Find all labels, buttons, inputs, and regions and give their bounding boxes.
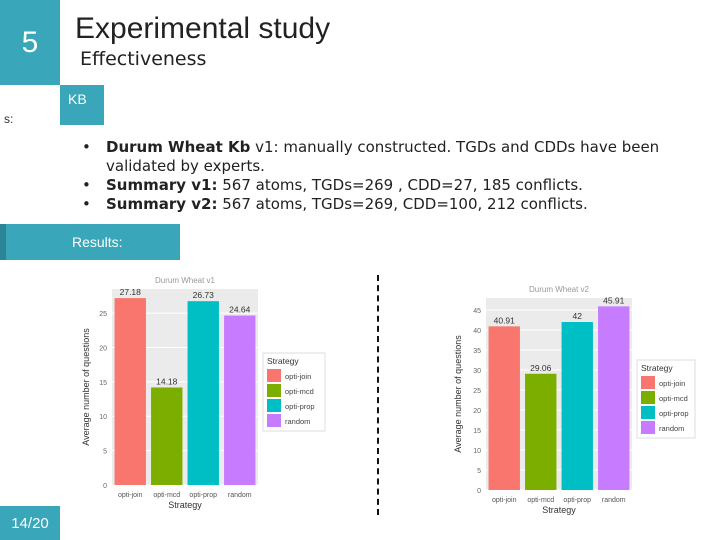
x-tick-label: opti-prop [563, 497, 591, 504]
bullet-text: 567 atoms, TGDs=269, CDD=100, 212 confli… [217, 195, 588, 213]
chart-durum-wheat-v1: 0 5 10 15 20 25 Durum Wheat v1 27.18 opti-join 14… [81, 276, 326, 510]
y-axis-label: Average number of questions [453, 335, 463, 453]
bar-value-label: 27.18 [120, 287, 142, 297]
legend-swatch [641, 376, 655, 389]
legend-label: random [285, 417, 310, 426]
legend-swatch [641, 421, 655, 434]
bar-value-label: 24.64 [229, 305, 251, 315]
bar-value-label: 40.91 [494, 315, 516, 325]
bar [561, 322, 593, 490]
slide-number-box: 5 [0, 0, 60, 85]
results-accent-bar [0, 224, 6, 260]
y-tick-label: 45 [473, 308, 481, 315]
legend-swatch [267, 369, 281, 382]
dashed-divider [377, 275, 379, 515]
y-tick-label: 15 [99, 380, 107, 387]
legend-swatch [641, 391, 655, 404]
x-tick-label: random [602, 497, 626, 504]
legend-label: opti-join [285, 372, 311, 381]
bullet-item: • Summary v2: 567 atoms, TGDs=269, CDD=10… [82, 195, 588, 213]
bullet-text: 567 atoms, TGDs=269 , CDD=27, 185 confli… [217, 176, 583, 194]
x-tick-label: opti-mcd [527, 497, 554, 504]
x-tick-label: opti-join [118, 492, 143, 499]
legend-title: Strategy [267, 356, 299, 366]
y-tick-label: 40 [473, 328, 481, 335]
bar [224, 315, 256, 485]
y-tick-label: 5 [477, 468, 481, 475]
y-tick-label: 25 [473, 388, 481, 395]
bar-value-label: 29.06 [530, 363, 552, 373]
bar-value-label: 26.73 [193, 290, 215, 300]
slide-title: Experimental study [75, 12, 331, 45]
bar-value-label: 45.91 [603, 295, 625, 305]
bullet-bold: Durum Wheat Kb [106, 138, 251, 156]
chart-title: Durum Wheat v2 [529, 285, 590, 294]
x-tick-label: opti-mcd [153, 492, 180, 499]
bar-value-label: 42 [573, 311, 583, 321]
bullet-text: v1: manually constructed. TGDs and CDDs … [106, 138, 660, 175]
legend-swatch [267, 414, 281, 427]
y-tick-label: 35 [473, 348, 481, 355]
bar [525, 373, 557, 490]
x-axis-label: Strategy [168, 500, 202, 510]
y-tick-label: 10 [473, 448, 481, 455]
bullet-item: • Summary v1: 567 atoms, TGDs=269 , CDD=2… [82, 176, 583, 194]
bar [151, 387, 183, 485]
bullet-bold: Summary v2: [106, 195, 218, 213]
y-tick-label: 25 [99, 311, 107, 318]
y-tick-label: 20 [473, 408, 481, 415]
bar [488, 326, 520, 490]
y-tick-label: 5 [103, 449, 107, 456]
legend-swatch [641, 406, 655, 419]
y-tick-label: 15 [473, 428, 481, 435]
y-tick-label: 20 [99, 345, 107, 352]
chart-durum-wheat-v2: 0 5 10 15 20 25 30 35 40 45 Durum Wheat v2 40.91 opt… [453, 285, 696, 515]
slide-subtitle: Effectiveness [80, 48, 207, 70]
bullet-bold: Summary v1: [106, 176, 218, 194]
bar-value-label: 14.18 [156, 376, 178, 386]
slide-number: 5 [21, 25, 39, 59]
x-tick-label: random [228, 492, 252, 499]
legend-label: opti-mcd [659, 394, 688, 403]
side-tab [0, 95, 60, 125]
bar [114, 298, 146, 485]
legend-label: opti-prop [659, 409, 689, 418]
kb-tab-label: KB [68, 91, 87, 107]
kb-tab: KB [60, 85, 104, 125]
bullet-item: • Durum Wheat Kb v1: manually constructed… [82, 138, 660, 175]
bar [598, 306, 630, 490]
y-tick-label: 0 [477, 488, 481, 495]
x-tick-label: opti-join [492, 497, 517, 504]
legend-title: Strategy [641, 363, 673, 373]
page-indicator-box: 14/20 [0, 506, 60, 540]
y-tick-label: 30 [473, 368, 481, 375]
page-indicator: 14/20 [11, 514, 49, 532]
bar [187, 301, 219, 485]
legend-label: random [659, 424, 684, 433]
legend-label: opti-mcd [285, 387, 314, 396]
legend-swatch [267, 384, 281, 397]
y-tick-label: 10 [99, 414, 107, 421]
side-tab-label: s: [4, 112, 14, 126]
legend-label: opti-join [659, 379, 685, 388]
y-axis-label: Average number of questions [81, 328, 91, 446]
x-tick-label: opti-prop [189, 492, 217, 499]
legend-label: opti-prop [285, 402, 315, 411]
chart-title: Durum Wheat v1 [155, 276, 216, 285]
y-tick-label: 0 [103, 483, 107, 490]
results-box: Results: [0, 224, 180, 260]
results-label: Results: [72, 234, 123, 250]
legend-swatch [267, 399, 281, 412]
bullet-list: • Durum Wheat Kb v1: manually constructed… [82, 138, 702, 214]
x-axis-label: Strategy [542, 505, 576, 515]
